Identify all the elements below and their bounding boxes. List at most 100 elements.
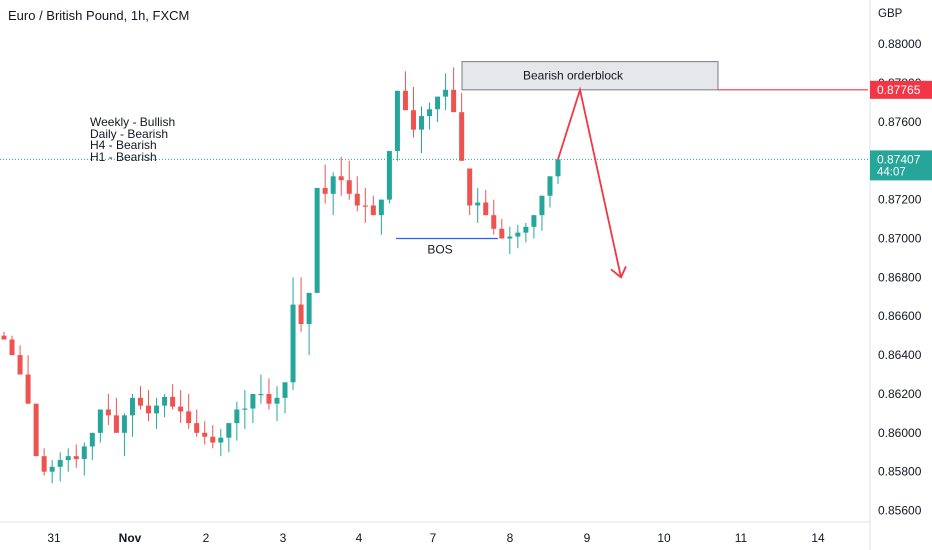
- y-axis-currency: GBP: [878, 8, 903, 20]
- projection-arrowhead: [610, 265, 627, 279]
- orderblock-label: Bearish orderblock: [523, 69, 624, 83]
- target-price-tag[interactable]: [870, 80, 932, 99]
- y-tick-label: 0.88000: [878, 37, 922, 51]
- candle-body: [451, 89, 457, 113]
- y-axis[interactable]: GBP0.880000.878000.876000.874000.872000.…: [869, 0, 932, 550]
- x-tick-label: 7: [430, 531, 437, 545]
- candle-body: [105, 409, 111, 416]
- bias-note-h1: H1 - Bearish: [90, 149, 157, 164]
- y-tick-label: 0.86800: [878, 270, 922, 284]
- candle-body: [362, 205, 368, 207]
- candle-body: [49, 466, 55, 472]
- candle-body: [162, 396, 168, 406]
- candle-body: [314, 187, 320, 293]
- y-tick-label: 0.87000: [878, 231, 922, 245]
- x-tick-label: Nov: [119, 531, 142, 545]
- x-tick-label: 10: [657, 531, 671, 545]
- orderblock-box[interactable]: [461, 61, 719, 91]
- y-tick-label: 0.85800: [878, 465, 922, 479]
- candle-body: [290, 304, 296, 383]
- candle-body: [9, 339, 15, 356]
- candle-body: [226, 423, 232, 438]
- overlays-group: Bearish orderblock BOS: [0, 61, 868, 279]
- bias-notes: Weekly - Bullish Daily - Bearish H4 - Be…: [90, 115, 176, 164]
- candle-body: [266, 393, 272, 404]
- candle-body: [57, 460, 63, 467]
- x-tick-label: 2: [203, 531, 210, 545]
- y-tick-label: 0.86000: [878, 426, 922, 440]
- candle-body: [354, 193, 360, 206]
- candle-body: [89, 432, 95, 447]
- y-tick-label: 0.87200: [878, 193, 922, 207]
- candle-body: [218, 437, 224, 443]
- candle-body: [186, 411, 192, 424]
- candle-body: [394, 90, 400, 152]
- current-price-label: 0.87407: [877, 152, 921, 166]
- candle-body: [419, 116, 425, 130]
- candle-body: [507, 236, 513, 239]
- candle-body: [242, 408, 248, 410]
- candle-body: [443, 89, 449, 97]
- candle-body: [467, 168, 473, 206]
- candle-body: [402, 90, 408, 111]
- candle-body: [73, 456, 79, 460]
- candle-body: [410, 110, 416, 130]
- candle-body: [41, 456, 47, 472]
- candle-body: [330, 176, 336, 194]
- candle-body: [483, 202, 489, 216]
- candle-body: [65, 456, 71, 461]
- candles-group: [1, 67, 561, 484]
- candle-body: [459, 112, 465, 161]
- countdown-label: 44:07: [877, 166, 906, 178]
- current-price-tag[interactable]: [870, 150, 932, 181]
- candle-body: [121, 415, 127, 433]
- candle-body: [234, 409, 240, 424]
- bias-note-daily: Daily - Bearish: [90, 126, 169, 141]
- candle-body: [274, 397, 280, 404]
- candle-body: [258, 393, 264, 396]
- candle-body: [282, 382, 288, 398]
- candle-body: [202, 432, 208, 437]
- candle-body: [475, 202, 481, 206]
- candle-body: [523, 226, 529, 233]
- candle-body: [338, 176, 344, 181]
- x-tick-label: 31: [47, 531, 61, 545]
- candle-body: [154, 405, 160, 414]
- y-tick-label: 0.86400: [878, 348, 922, 362]
- candle-body: [531, 215, 537, 227]
- x-tick-label: 3: [280, 531, 287, 545]
- candle-body: [298, 304, 304, 324]
- candle-body: [346, 180, 352, 194]
- target-price-label: 0.87765: [877, 83, 921, 97]
- candle-body: [129, 397, 135, 416]
- candle-body: [210, 436, 216, 443]
- candle-body: [33, 403, 39, 457]
- y-tick-label: 0.85600: [878, 504, 922, 518]
- x-axis[interactable]: 31 Nov 2 3 4 7 8 9 10 11 14: [0, 521, 870, 545]
- x-tick-label: 14: [811, 531, 825, 545]
- candle-body: [427, 109, 433, 117]
- y-tick-label: 0.86200: [878, 387, 922, 401]
- candle-body: [113, 415, 119, 433]
- candle-body: [539, 195, 545, 216]
- x-tick-label: 8: [507, 531, 514, 545]
- candle-body: [499, 228, 505, 239]
- candle-body: [386, 151, 392, 200]
- y-tick-label: 0.87600: [878, 115, 922, 129]
- candle-body: [547, 176, 553, 196]
- candle-body: [515, 232, 521, 237]
- candle-body: [194, 423, 200, 433]
- candle-body: [435, 96, 441, 110]
- candle-body: [555, 159, 561, 177]
- projection-path[interactable]: [557, 86, 622, 278]
- y-tick-label: 0.86600: [878, 309, 922, 323]
- candle-body: [178, 406, 184, 412]
- candle-body: [137, 397, 143, 406]
- candle-body: [250, 393, 256, 409]
- x-tick-label: 4: [356, 531, 363, 545]
- candle-body: [25, 374, 31, 404]
- x-tick-label: 9: [584, 531, 591, 545]
- bias-note-weekly: Weekly - Bullish: [90, 115, 176, 129]
